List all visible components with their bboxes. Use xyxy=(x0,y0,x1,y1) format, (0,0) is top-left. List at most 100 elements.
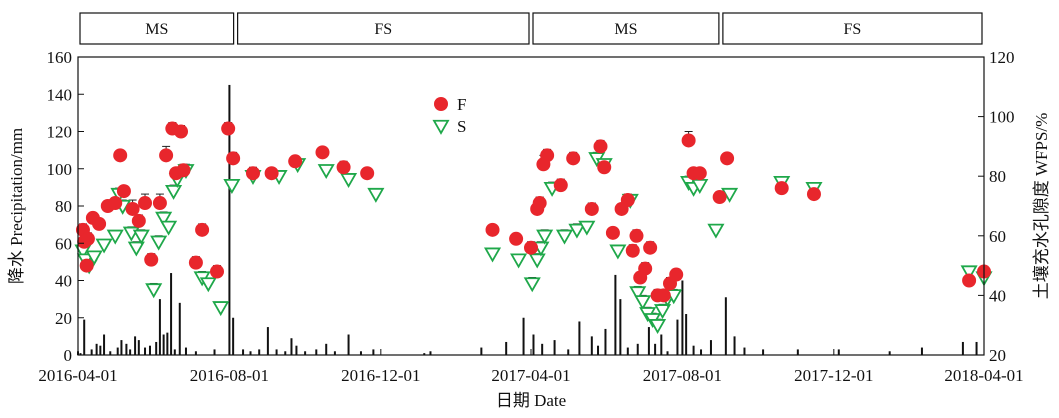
precipitation-bar xyxy=(144,347,147,355)
data-point-s xyxy=(568,223,586,239)
data-point-f xyxy=(597,160,612,175)
y-left-tick-label: 100 xyxy=(47,160,73,179)
precipitation-bar xyxy=(733,336,736,355)
precipitation-bar xyxy=(796,349,799,355)
season-band-2 xyxy=(532,12,720,45)
y-right-tick-label: 60 xyxy=(989,227,1006,246)
precipitation-bar xyxy=(654,343,657,355)
data-point-s xyxy=(165,184,183,200)
precipitation-bar xyxy=(626,347,629,355)
y-axis-left-label: 降水 Precipitation/mm xyxy=(7,128,26,284)
precipitation-bar xyxy=(636,343,639,355)
precipitation-bar xyxy=(522,317,525,355)
precipitation-bar xyxy=(429,351,432,355)
y-right-tick-label: 40 xyxy=(989,286,1006,305)
data-point-f xyxy=(131,213,146,228)
data-point-s xyxy=(199,277,217,293)
precipitation-bar xyxy=(170,273,173,355)
data-point-f xyxy=(566,151,581,166)
y-left-tick-label: 0 xyxy=(64,346,73,365)
data-point-f xyxy=(221,121,236,136)
data-point-f xyxy=(176,163,191,178)
data-point-f xyxy=(806,187,821,202)
legend: FS xyxy=(432,95,466,136)
y-right-tick-label: 100 xyxy=(989,108,1015,127)
precipitation-bar xyxy=(423,353,426,355)
x-tick-label: 2017-12-01 xyxy=(794,366,873,385)
y-axis-right-label: 土壤充水孔隙度 WFPS/% xyxy=(1031,113,1051,300)
y-left-tick-label: 140 xyxy=(47,85,73,104)
precipitation-bar xyxy=(614,274,617,355)
season-band-label-0: MS xyxy=(145,21,168,38)
x-tick-label: 2017-04-01 xyxy=(491,366,570,385)
precipitation-bar xyxy=(158,299,161,355)
precipitation-bar xyxy=(553,340,556,355)
data-point-s xyxy=(85,250,103,266)
precipitation-bar xyxy=(155,341,158,355)
precipitation-bars xyxy=(77,84,978,355)
precipitation-bar xyxy=(676,319,679,355)
data-point-s xyxy=(654,304,672,320)
data-point-f xyxy=(116,184,131,199)
data-point-s xyxy=(609,244,627,260)
precipitation-bar xyxy=(709,340,712,355)
data-point-f xyxy=(485,222,500,237)
data-point-f xyxy=(315,145,330,160)
precipitation-bar xyxy=(249,351,252,355)
precipitation-bar xyxy=(762,349,765,355)
data-point-f xyxy=(360,166,375,181)
data-point-f xyxy=(113,148,128,163)
data-point-f xyxy=(79,258,94,273)
data-point-f xyxy=(125,201,140,216)
x-tick-label: 2016-08-01 xyxy=(190,366,269,385)
precipitation-bar xyxy=(700,349,703,355)
x-tick-label: 2018-04-01 xyxy=(944,366,1023,385)
data-point-f xyxy=(524,240,538,255)
precipitation-bar xyxy=(578,321,581,355)
y-left-tick-label: 20 xyxy=(55,309,72,328)
precipitation-bar xyxy=(541,343,544,355)
precipitation-bar xyxy=(134,336,137,355)
precipitation-bar xyxy=(228,84,231,355)
legend-marker-s xyxy=(432,119,450,135)
precipitation-bar xyxy=(275,349,278,355)
precipitation-bar xyxy=(166,332,169,355)
precipitation-bar xyxy=(295,345,298,355)
precipitation-bar xyxy=(162,334,165,355)
data-point-s xyxy=(483,247,502,263)
data-point-s xyxy=(578,220,596,236)
data-point-f xyxy=(195,222,210,237)
data-point-f xyxy=(625,243,640,258)
precipitation-bar xyxy=(194,351,197,355)
data-point-s xyxy=(340,173,358,188)
precipitation-bar xyxy=(90,349,93,355)
precipitation-bar xyxy=(480,347,483,355)
season-band-label-2: MS xyxy=(614,21,637,38)
data-point-s xyxy=(160,220,178,236)
precipitation-bar xyxy=(685,314,688,355)
axes: 0 20 40 60 80 100 120 140 160 20 40 60 80 100 120 2016-… xyxy=(38,48,1023,385)
precipitation-bar xyxy=(590,336,593,355)
data-point-s xyxy=(960,265,978,281)
precipitation-bar xyxy=(232,317,235,355)
data-point-f xyxy=(669,267,684,282)
data-point-f xyxy=(288,154,303,169)
precipitation-bar xyxy=(304,351,307,355)
precipitation-bar xyxy=(116,347,119,355)
precipitation-bar xyxy=(99,345,102,355)
data-point-f xyxy=(643,240,658,255)
data-point-f xyxy=(159,148,174,163)
data-point-s xyxy=(536,229,554,245)
data-point-f xyxy=(80,231,95,246)
data-point-s xyxy=(649,319,667,335)
data-point-f xyxy=(629,228,644,243)
precipitation-bar xyxy=(347,334,350,355)
data-point-f xyxy=(152,196,167,211)
precipitation-bar xyxy=(125,343,128,355)
y-left-tick-label: 60 xyxy=(55,234,72,253)
legend-label-s: S xyxy=(457,117,466,136)
precipitation-bar xyxy=(372,349,375,355)
data-point-f xyxy=(584,201,599,216)
precipitation-bar xyxy=(109,351,112,355)
data-point-f xyxy=(681,133,696,148)
